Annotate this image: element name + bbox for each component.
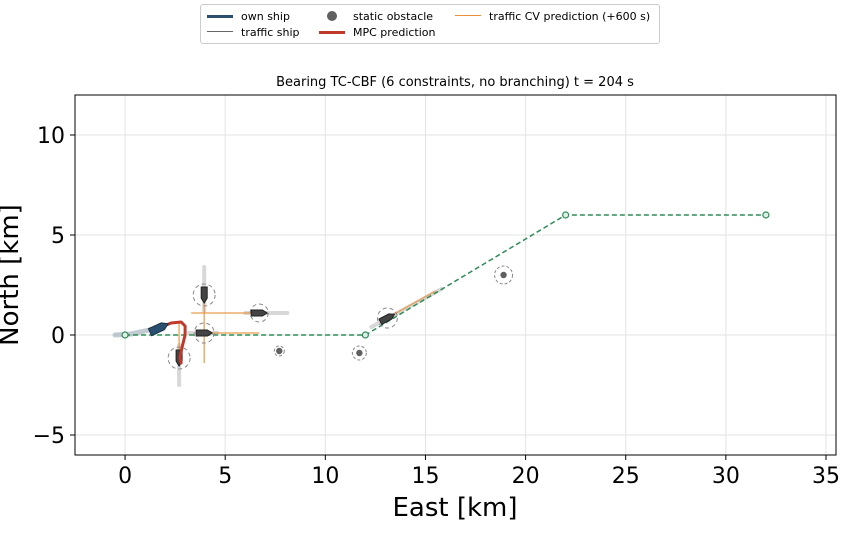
static-obstacle-marker — [356, 349, 363, 357]
waypoint-path-line — [125, 214, 766, 336]
legend-item-traffic-ship: traffic ship — [207, 25, 300, 39]
plot-area-frame — [74, 94, 837, 456]
legend-swatch-traffic-ship — [207, 25, 233, 39]
y-tick-label: 5 — [51, 224, 65, 249]
y-tick-label: 10 — [37, 124, 65, 149]
traffic-cv-prediction-line — [387, 290, 436, 319]
traffic-ship-hull — [200, 286, 208, 304]
x-tick-label: 0 — [118, 464, 132, 489]
waypoint-marker — [562, 211, 570, 219]
y-tick-label: −5 — [33, 424, 65, 449]
traffic-ship-hull — [378, 313, 396, 326]
legend-swatch-mpc-prediction — [319, 25, 345, 39]
x-tick-label: 25 — [612, 464, 640, 489]
y-axis-label: North [km] — [0, 204, 25, 346]
legend-line-mpc-prediction — [319, 30, 345, 34]
traffic-ship-safety-circle — [193, 322, 215, 344]
x-tick-label: 10 — [311, 464, 339, 489]
legend-item-own-ship: own ship — [207, 9, 290, 23]
x-tick-label: 30 — [712, 464, 740, 489]
plot-data — [112, 211, 770, 387]
static-obstacle-safety-circle — [351, 345, 367, 361]
mpc-prediction-line — [157, 320, 187, 365]
axis-ticks: 0 5 10 15 20 25 30 35 −5 0 5 10 — [33, 124, 840, 489]
y-tick-label: 0 — [51, 324, 65, 349]
static-obstacle-marker — [500, 271, 507, 279]
own-ship-hull — [147, 322, 170, 337]
x-tick-label: 15 — [411, 464, 439, 489]
legend-item-traffic-cv: traffic CV prediction (+600 s) — [455, 9, 650, 23]
legend-label-static-obstacle: static obstacle — [353, 9, 434, 23]
traffic-ship-safety-circle — [249, 303, 269, 323]
traffic-ship-safety-circle — [192, 283, 216, 307]
legend-label-traffic-ship: traffic ship — [241, 25, 300, 39]
x-axis-label: East [km] — [392, 493, 517, 523]
legend-item-mpc-prediction: MPC prediction — [319, 25, 436, 39]
waypoint-marker — [121, 331, 129, 339]
legend-label-mpc-prediction: MPC prediction — [353, 25, 436, 39]
chart-title: Bearing TC-CBF (6 constraints, no branch… — [276, 75, 634, 90]
legend-label-traffic-cv: traffic CV prediction (+600 s) — [489, 9, 651, 23]
legend-swatch-own-ship — [207, 9, 233, 23]
legend-swatch-traffic-cv — [455, 9, 481, 23]
x-tick-label: 5 — [218, 464, 232, 489]
static-obstacle-marker-icon — [327, 11, 337, 21]
traffic-ship-hull — [195, 329, 214, 337]
traffic-ship-hull — [250, 309, 269, 317]
legend-swatch-static-obstacle — [319, 9, 345, 23]
static-obstacle-safety-circle — [494, 265, 514, 285]
waypoint-marker — [361, 331, 369, 339]
legend-line-traffic-cv — [455, 15, 481, 17]
grid-lines — [75, 95, 836, 455]
traffic-ship-safety-circle — [376, 307, 398, 329]
legend-line-own-ship — [207, 14, 233, 18]
legend: own ship traffic ship static obstacle MP… — [200, 4, 660, 44]
legend-label-own-ship: own ship — [241, 9, 290, 23]
traffic-ship-safety-circle — [167, 346, 191, 370]
legend-item-static-obstacle: static obstacle — [319, 9, 433, 23]
static-obstacle-safety-circle — [273, 345, 285, 357]
legend-line-traffic-ship — [207, 31, 233, 33]
x-tick-label: 35 — [812, 464, 840, 489]
x-tick-label: 20 — [512, 464, 540, 489]
waypoint-marker — [762, 211, 770, 219]
static-obstacle-marker — [276, 347, 283, 355]
